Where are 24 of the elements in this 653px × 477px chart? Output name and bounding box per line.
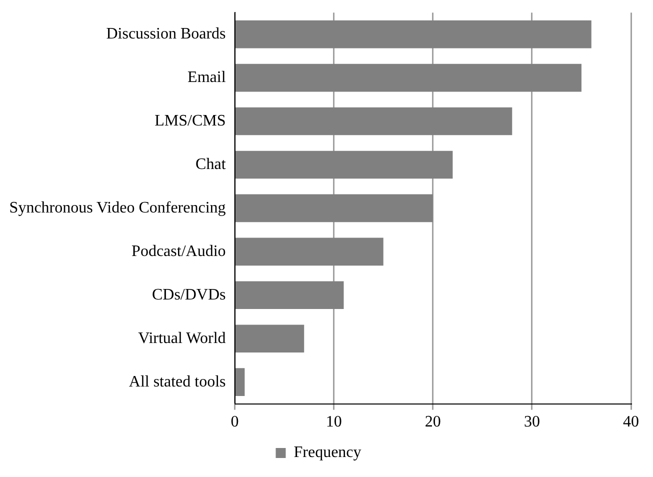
bar <box>236 281 344 310</box>
x-tick-label: 0 <box>230 414 239 431</box>
y-tick-label: Virtual World <box>138 330 226 347</box>
y-tick-label: Chat <box>196 156 226 173</box>
bar <box>236 368 245 396</box>
bar <box>236 150 453 179</box>
y-tick-label: All stated tools <box>128 373 226 390</box>
bar <box>236 324 304 353</box>
x-tick-label: 10 <box>326 414 342 431</box>
x-tick-label: 20 <box>424 414 441 431</box>
bar <box>236 64 582 92</box>
y-tick-label: CDs/DVDs <box>152 286 226 304</box>
y-tick-label: Synchronous Video Conferencing <box>9 199 226 216</box>
bar <box>236 107 512 136</box>
bar <box>236 20 592 48</box>
y-tick-label: Podcast/Audio <box>132 242 226 260</box>
y-tick-label: LMS/CMS <box>154 112 226 130</box>
x-tick-label: 40 <box>623 414 639 431</box>
y-tick-label: Discussion Boards <box>106 26 226 43</box>
legend-label: Frequency <box>294 444 362 462</box>
y-tick-label: Email <box>188 69 226 86</box>
bar <box>236 194 433 222</box>
x-tick-label: 30 <box>524 414 540 431</box>
bar <box>236 238 384 266</box>
